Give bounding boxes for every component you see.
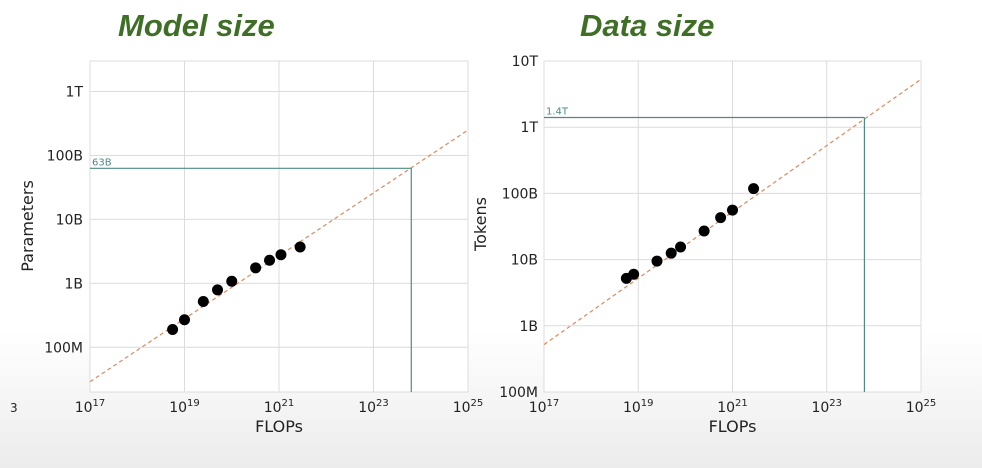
x-tick-label: 1023 <box>811 398 842 416</box>
y-axis-label: Parameters <box>18 180 37 272</box>
x-tick-label: 1017 <box>529 398 560 416</box>
data-point <box>698 225 710 237</box>
x-axis-label: FLOPs <box>255 417 303 436</box>
y-tick-label: 100B <box>47 148 83 164</box>
y-tick-label: 10T <box>512 54 539 70</box>
data-point <box>275 249 287 261</box>
y-tick-label: 10B <box>511 253 538 269</box>
data-point <box>294 241 306 253</box>
chart-title-model-size: Model size <box>118 8 275 43</box>
y-tick-label: 100M <box>499 385 538 401</box>
data-point <box>628 268 640 280</box>
y-tick-label: 100B <box>502 186 538 202</box>
y-tick-label: 1T <box>521 120 539 136</box>
chart-title-data-size: Data size <box>580 8 715 43</box>
x-tick-label: 1019 <box>169 398 200 416</box>
data-point <box>665 247 677 259</box>
x-tick-label: 1025 <box>906 398 937 416</box>
projection-label: 63B <box>92 157 112 168</box>
data-point <box>715 212 727 224</box>
data-point <box>264 254 276 266</box>
data-point <box>212 284 224 296</box>
data-point <box>226 275 238 287</box>
x-tick-label: 1021 <box>264 398 295 416</box>
data-point <box>651 255 663 267</box>
data-point <box>748 183 760 195</box>
chart-data-size: 1.4T 100M 1B 10B 100B 1T 10T 1017 1019 1021 1023 10… <box>471 54 936 436</box>
x-tick-label: 1017 <box>75 398 106 416</box>
y-tick-label: 10B <box>56 212 83 228</box>
x-tick-label: 1025 <box>453 398 484 416</box>
y-tick-label: 1T <box>66 85 84 101</box>
chart-model-size: 63B 100M 1B 10B 100B 1T 1017 1019 1021 1023 1025 FL… <box>18 60 484 436</box>
x-axis-label: FLOPs <box>709 417 757 436</box>
plot-border <box>543 60 922 393</box>
stray-edge-label: 3 <box>10 401 18 415</box>
y-tick-label: 1B <box>64 276 83 292</box>
x-tick-label: 1023 <box>358 398 389 416</box>
data-point <box>250 262 262 274</box>
data-point <box>727 204 738 216</box>
y-axis-label: Tokens <box>471 197 490 252</box>
data-point <box>675 241 687 253</box>
data-point <box>179 314 190 326</box>
x-tick-label: 1021 <box>717 398 748 416</box>
data-point <box>197 296 209 308</box>
plot-border <box>89 60 469 393</box>
projection-label: 1.4T <box>546 107 569 118</box>
y-tick-label: 1B <box>519 319 538 335</box>
y-tick-label: 100M <box>44 340 83 356</box>
data-point <box>167 323 179 335</box>
x-tick-label: 1019 <box>623 398 654 416</box>
